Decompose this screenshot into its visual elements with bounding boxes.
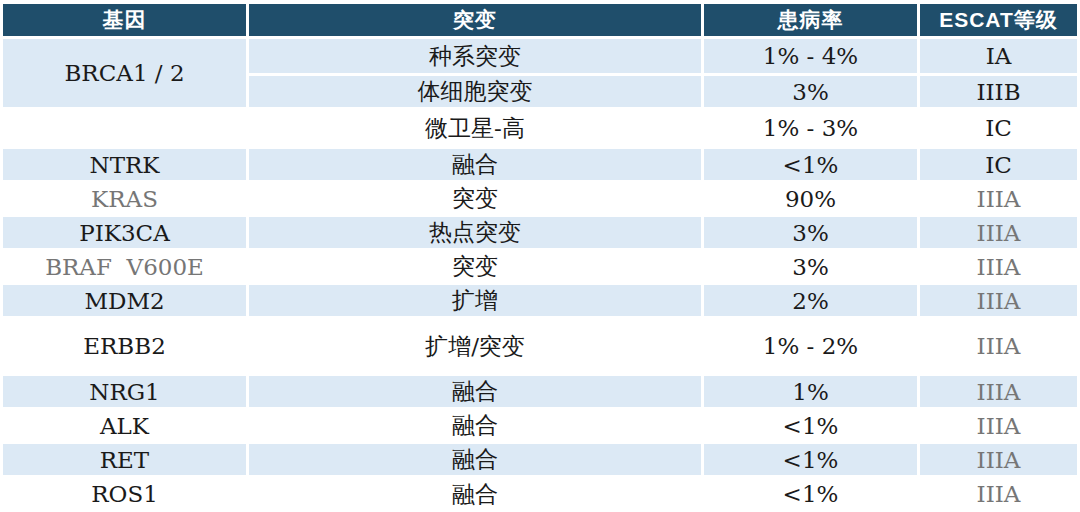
mutation-cell: 融合	[249, 478, 701, 510]
gene-cell: MDM2	[3, 285, 246, 316]
table-header: 基因 突变 患病率 ESCAT等级	[3, 4, 1077, 36]
escat-cell: IIIA	[920, 319, 1077, 373]
escat-cell: IIIA	[920, 478, 1077, 510]
escat-cell: IIIA	[920, 217, 1077, 248]
mutation-cell: 微卫星-高	[249, 110, 701, 146]
mutation-cell: 体细胞突变	[249, 76, 701, 107]
mutation-cell: 扩增	[249, 285, 701, 316]
escat-cell: IC	[920, 110, 1077, 146]
prevalence-cell: 1% - 4%	[704, 39, 917, 73]
mutation-cell: 扩增/突变	[249, 319, 701, 373]
prevalence-cell: 1% - 2%	[704, 319, 917, 373]
escat-table: 基因 突变 患病率 ESCAT等级 BRCA1 / 2种系突变1% - 4%IA…	[0, 1, 1080, 512]
header-cell-escat: ESCAT等级	[920, 4, 1077, 36]
gene-cell: KRAS	[3, 183, 246, 214]
gene-cell: NTRK	[3, 149, 246, 180]
gene-cell: PIK3CA	[3, 217, 246, 248]
gene-cell: ALK	[3, 410, 246, 441]
table-row: NTRK融合<1%IC	[3, 149, 1077, 180]
prevalence-cell: 3%	[704, 217, 917, 248]
escat-cell: IIIA	[920, 376, 1077, 407]
header-cell-prevalence: 患病率	[704, 4, 917, 36]
prevalence-cell: <1%	[704, 444, 917, 475]
prevalence-cell: <1%	[704, 410, 917, 441]
prevalence-cell: 1%	[704, 376, 917, 407]
header-row: 基因 突变 患病率 ESCAT等级	[3, 4, 1077, 36]
table-row: PIK3CA热点突变3%IIIA	[3, 217, 1077, 248]
gene-cell: BRAF V600E	[3, 251, 246, 282]
table-row: 微卫星-高1% - 3%IC	[3, 110, 1077, 146]
mutation-cell: 融合	[249, 149, 701, 180]
table-row: MDM2扩增2%IIIA	[3, 285, 1077, 316]
header-cell-gene: 基因	[3, 4, 246, 36]
table-row: NRG1融合1%IIIA	[3, 376, 1077, 407]
mutation-cell: 融合	[249, 410, 701, 441]
prevalence-cell: 1% - 3%	[704, 110, 917, 146]
prevalence-cell: 2%	[704, 285, 917, 316]
header-cell-mutation: 突变	[249, 4, 701, 36]
table-row: ALK融合<1%IIIA	[3, 410, 1077, 441]
table-body: BRCA1 / 2种系突变1% - 4%IA体细胞突变3%IIIB微卫星-高1%…	[3, 39, 1077, 510]
prevalence-cell: 3%	[704, 76, 917, 107]
gene-cell: NRG1	[3, 376, 246, 407]
prevalence-cell: 3%	[704, 251, 917, 282]
gene-cell: RET	[3, 444, 246, 475]
escat-cell: IIIB	[920, 76, 1077, 107]
mutation-cell: 融合	[249, 376, 701, 407]
table-row: ROS1融合<1%IIIA	[3, 478, 1077, 510]
mutation-cell: 种系突变	[249, 39, 701, 73]
prevalence-cell: 90%	[704, 183, 917, 214]
gene-cell	[3, 110, 246, 146]
mutation-cell: 突变	[249, 183, 701, 214]
escat-cell: IA	[920, 39, 1077, 73]
escat-cell: IIIA	[920, 444, 1077, 475]
escat-cell: IC	[920, 149, 1077, 180]
table-row: ERBB2扩增/突变1% - 2%IIIA	[3, 319, 1077, 373]
mutation-cell: 融合	[249, 444, 701, 475]
gene-cell: ERBB2	[3, 319, 246, 373]
table-row: KRAS突变90%IIIA	[3, 183, 1077, 214]
gene-cell: BRCA1 / 2	[3, 39, 246, 107]
table-row: BRCA1 / 2种系突变1% - 4%IA	[3, 39, 1077, 73]
table-row: BRAF V600E突变3%IIIA	[3, 251, 1077, 282]
mutation-cell: 热点突变	[249, 217, 701, 248]
escat-cell: IIIA	[920, 183, 1077, 214]
mutation-cell: 突变	[249, 251, 701, 282]
prevalence-cell: <1%	[704, 149, 917, 180]
escat-cell: IIIA	[920, 410, 1077, 441]
table-row: RET融合<1%IIIA	[3, 444, 1077, 475]
escat-cell: IIIA	[920, 251, 1077, 282]
prevalence-cell: <1%	[704, 478, 917, 510]
gene-cell: ROS1	[3, 478, 246, 510]
escat-cell: IIIA	[920, 285, 1077, 316]
